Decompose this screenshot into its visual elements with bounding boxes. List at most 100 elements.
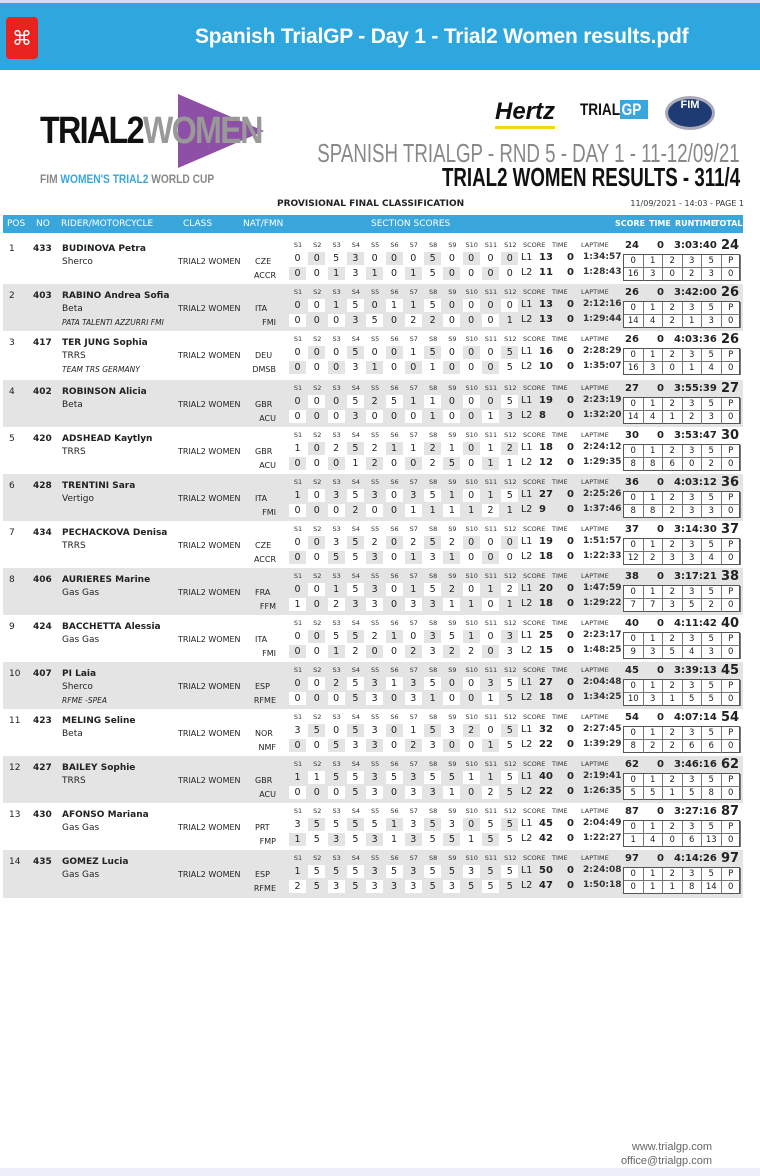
section-header: S12 (504, 335, 517, 343)
rider-name: BACCHETTA Alessia (62, 622, 161, 632)
breakdown-label: 1 (643, 349, 663, 362)
section-header: S11 (484, 241, 498, 249)
section-header: S2 (313, 854, 322, 862)
breakdown-label: 2 (663, 586, 683, 599)
event-title: SPANISH TRIALGP - RND 5 - DAY 1 - 11-12/… (317, 138, 740, 168)
section-score: 3 (448, 819, 455, 830)
section-score: 5 (346, 865, 364, 878)
lap-time-header: TIME (552, 384, 568, 392)
section-score: 3 (429, 787, 436, 798)
section-score: 5 (333, 631, 340, 642)
runtime: 3:46:16 (674, 759, 717, 770)
lap-score: 13 (539, 314, 553, 325)
rider-motorcycle: Gas Gas (62, 588, 100, 598)
lap-time: 0 (567, 739, 574, 750)
rider-nation: ESP (255, 870, 270, 879)
score-breakdown: 0 0 1 1 2 1 3 8 5 14 P 0 (623, 867, 741, 894)
section-header: S8 (428, 713, 438, 721)
section-score: 1 (448, 490, 455, 501)
breakdown-count: 4 (702, 552, 722, 565)
section-score: 5 (385, 395, 403, 408)
breakdown-label: 2 (663, 868, 683, 881)
lap-time: 0 (567, 598, 574, 609)
rider-position: 8 (9, 575, 15, 585)
lap-score-header: SCORE (523, 807, 546, 815)
breakdown-count: 3 (683, 505, 702, 518)
section-score: 0 (313, 315, 320, 326)
section-score: 3 (429, 599, 436, 610)
section-score: 0 (390, 268, 398, 279)
rider-federation: DMSB (252, 365, 276, 374)
section-score: 3 (327, 880, 345, 893)
lap-score: 15 (539, 645, 553, 656)
total-score: 54 (625, 712, 639, 723)
lap-label: L1 (521, 677, 533, 688)
score-breakdown: 0 1 1 4 2 0 3 6 5 13 P 0 (623, 820, 741, 847)
section-score: 0 (371, 253, 378, 264)
section-header: S5 (371, 525, 380, 533)
breakdown-count: 0 (722, 552, 741, 565)
rider-position: 2 (9, 291, 15, 301)
rider-federation: NMF (258, 743, 277, 752)
rider-nation: GBR (255, 776, 273, 785)
section-header: S3 (332, 807, 341, 815)
laptime-header: LAPTIME (581, 525, 609, 533)
section-score: 5 (448, 631, 455, 642)
section-header: S11 (484, 713, 498, 721)
section-score: 5 (501, 346, 519, 359)
breakdown-count: 0 (722, 315, 741, 328)
lap-laptime: 1:22:33 (583, 551, 622, 561)
total-time: 0 (657, 334, 664, 345)
total-score: 36 (625, 477, 639, 488)
total-score: 24 (625, 240, 639, 251)
section-score: 5 (346, 442, 364, 455)
section-score: 3 (506, 646, 513, 657)
section-header: S6 (390, 666, 399, 674)
breakdown-count: 0 (683, 458, 702, 471)
breakdown-label: 0 (624, 727, 644, 740)
total-score: 30 (625, 430, 639, 441)
section-score: 3 (366, 786, 384, 799)
section-score: 1 (410, 347, 417, 358)
rider-nation: NOR (255, 729, 273, 738)
breakdown-label: 1 (643, 868, 663, 881)
section-score: 3 (410, 678, 417, 689)
section-header: S3 (332, 525, 341, 533)
section-header: S1 (293, 525, 303, 533)
logo-wordmark: TRIAL2WOMEN (40, 110, 263, 153)
section-score: 1 (294, 490, 301, 501)
breakdown-count: 0 (722, 411, 741, 424)
runtime: 4:07:14 (674, 712, 717, 723)
section-score: 1 (385, 299, 403, 312)
table-row: 9 424 BACCHETTA Alessia Gas Gas TRIAL2 WOMEN… (3, 615, 743, 662)
total-score: 26 (625, 334, 639, 345)
lap-laptime: 2:28:29 (583, 346, 622, 356)
breakdown-label: 5 (702, 445, 722, 458)
section-header: S4 (351, 525, 361, 533)
lap-time: 0 (567, 410, 574, 421)
section-score: 3 (366, 692, 384, 705)
grand-total: 27 (721, 381, 740, 396)
section-score: 0 (468, 362, 475, 373)
lap-label: L2 (521, 361, 533, 372)
breakdown-count: 8 (644, 505, 663, 518)
col-nat: NAT/FMN (243, 219, 284, 229)
section-header: S6 (390, 807, 399, 815)
breakdown-count: 0 (722, 646, 741, 659)
lap-label: L2 (521, 880, 533, 891)
lap-score-header: SCORE (523, 431, 546, 439)
section-header: S5 (371, 713, 380, 721)
section-header: S5 (371, 572, 380, 580)
section-score: 2 (424, 442, 442, 455)
breakdown-count: 3 (663, 552, 683, 565)
breakdown-label: 2 (663, 492, 683, 505)
lap-time-header: TIME (552, 713, 568, 721)
lap-laptime: 1:48:25 (583, 645, 622, 655)
breakdown-count: 3 (702, 411, 722, 424)
section-score: 5 (424, 818, 442, 831)
section-score: 3 (352, 268, 359, 279)
total-time: 0 (657, 759, 664, 770)
section-header: S4 (351, 854, 361, 862)
rider-nation: ITA (255, 494, 268, 503)
lap-time: 0 (567, 786, 574, 797)
